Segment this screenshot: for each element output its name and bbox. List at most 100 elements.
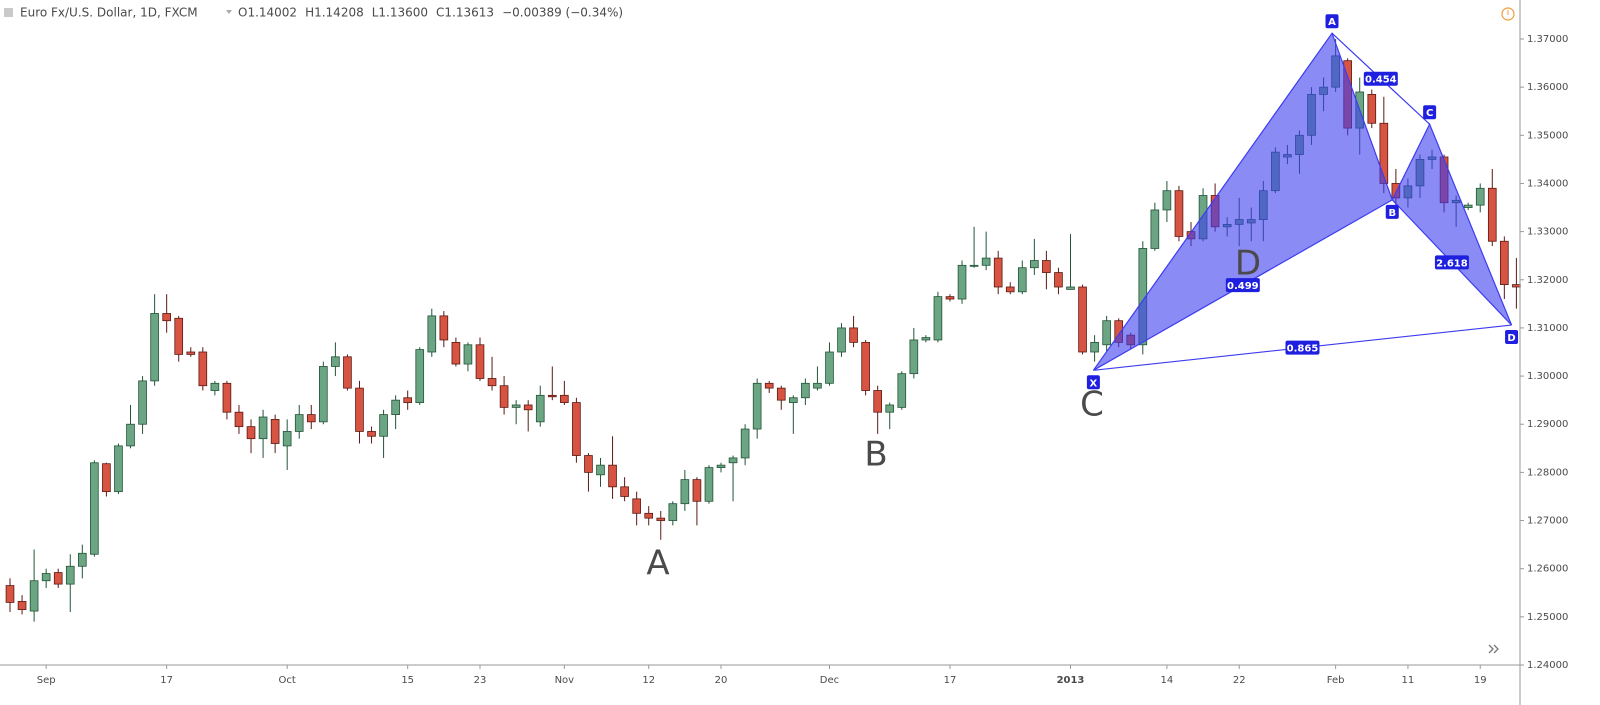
candle-body [282, 431, 292, 447]
candle [427, 308, 437, 357]
scroll-button-icon [1488, 644, 1499, 654]
candle-body [5, 585, 15, 603]
candle-body [620, 486, 629, 497]
candle [656, 510, 666, 540]
candle-body [632, 498, 641, 514]
candle-body [511, 404, 521, 408]
candle [813, 366, 822, 391]
candle [282, 419, 292, 470]
candle [234, 404, 244, 434]
candle-body [1512, 284, 1521, 288]
candle [861, 339, 870, 396]
candle-body [692, 479, 702, 502]
x-tick-label: 19 [1474, 675, 1487, 686]
candle-body [993, 257, 1003, 288]
quote-value: C1.13613 [436, 6, 494, 20]
candle-body [367, 431, 376, 437]
candle-body [716, 464, 726, 468]
candle [150, 294, 159, 386]
candle-body [1042, 260, 1051, 273]
quote-value: O1.14002 [238, 6, 297, 20]
candle [535, 385, 545, 427]
scroll-button[interactable] [1480, 636, 1508, 662]
candle-body [885, 404, 895, 413]
warning-icon[interactable] [1501, 7, 1515, 21]
candle-body [126, 423, 135, 447]
candle-body [210, 382, 220, 391]
point-label: D [1507, 333, 1515, 344]
candle-body [1054, 272, 1063, 288]
x-tick-label: 14 [1161, 675, 1174, 686]
quote-value: H1.14208 [305, 6, 364, 20]
x-tick-label: 15 [401, 675, 414, 686]
candle-body [547, 394, 557, 398]
y-tick-label: 1.36000 [1527, 82, 1568, 93]
symbol-title[interactable]: Euro Fx/U.S. Dollar, 1D, FXCM [20, 6, 198, 20]
candle [102, 462, 111, 497]
candle-body [764, 382, 774, 389]
point-label-bg [1385, 204, 1399, 219]
candle [885, 402, 895, 430]
x-tick-label: Feb [1327, 675, 1345, 686]
candle-body [294, 414, 304, 432]
candle-body [138, 380, 147, 425]
candle-body [523, 404, 533, 411]
candle-body [198, 351, 208, 387]
candle-body [1078, 286, 1087, 353]
candle [644, 506, 654, 526]
candle [258, 409, 268, 458]
candle [608, 436, 617, 499]
candle [1500, 236, 1509, 300]
candle [945, 294, 955, 302]
candle-body [1500, 240, 1509, 285]
x-tick-label: Nov [555, 675, 575, 686]
candle [511, 400, 521, 425]
candle [29, 549, 39, 622]
candle-body [560, 394, 569, 403]
candle-body [150, 313, 159, 382]
candle-body [415, 349, 425, 403]
candle [138, 376, 147, 434]
candle-body [270, 419, 280, 444]
candle-body [861, 341, 870, 391]
candle [752, 378, 762, 439]
candle [801, 378, 810, 405]
candle [162, 294, 171, 333]
candle [825, 342, 834, 386]
annotation-letter: B [864, 435, 887, 475]
annotation-letter: C [1080, 385, 1104, 425]
candle-body [427, 315, 437, 353]
candle-body [969, 264, 979, 267]
candle [114, 443, 123, 495]
candle-body [1017, 267, 1027, 293]
candle [740, 424, 750, 466]
candle-body [728, 457, 738, 464]
x-tick-label: 22 [1233, 675, 1246, 686]
candle-body [535, 394, 545, 423]
candle-body [186, 351, 196, 355]
candle [439, 311, 449, 348]
candle-body [1005, 286, 1015, 293]
candle [306, 404, 316, 430]
candle [487, 356, 497, 391]
y-tick-label: 1.27000 [1527, 516, 1568, 527]
candle [1090, 335, 1099, 362]
candle-body [584, 455, 593, 473]
candle-body [704, 467, 714, 502]
candle [572, 397, 581, 463]
symbol-dropdown[interactable] [226, 10, 232, 14]
candle-body [1162, 190, 1172, 211]
candle [319, 361, 328, 425]
candle [415, 347, 425, 405]
candle [499, 376, 509, 415]
point-label: C [1426, 108, 1433, 119]
candle [41, 568, 51, 588]
candle [704, 465, 714, 504]
y-tick-label: 1.34000 [1527, 178, 1568, 189]
candle [198, 347, 208, 391]
candle [343, 354, 352, 391]
candle [680, 469, 690, 511]
candle [789, 395, 798, 434]
candle [53, 568, 63, 588]
